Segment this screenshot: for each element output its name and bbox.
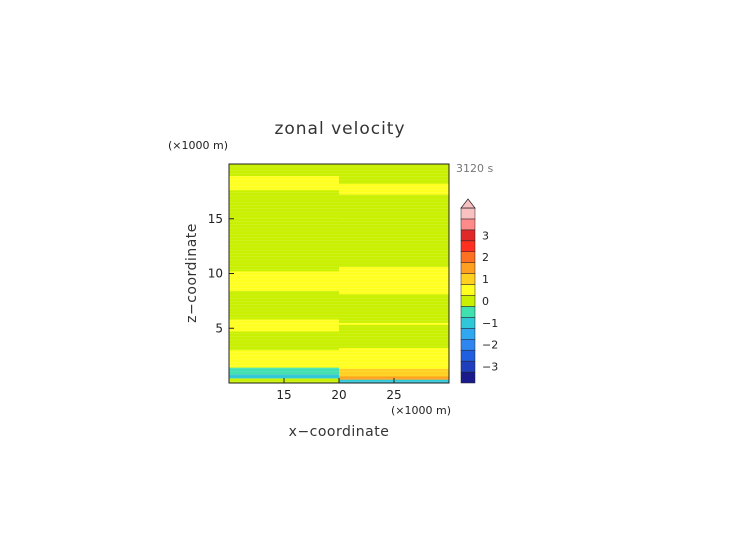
x-unit-label: (×1000 m) [391,404,451,417]
colorbar-swatch [460,371,476,384]
y-axis: 5 10 15 [208,212,234,335]
colorbar-swatch [460,251,476,263]
x-tick-label: 25 [386,388,401,402]
colorbar-tick-label: −3 [482,361,498,374]
colorbar-swatch [460,339,476,351]
x-tick-label: 20 [331,388,346,402]
field-region [229,291,339,320]
field-region [339,194,449,220]
field-region [229,331,339,351]
colorbar-swatch [460,360,476,373]
chart-title: zonal velocity [274,119,405,139]
colorbar-swatch [460,317,476,329]
field-region [339,164,449,184]
y-unit-label: (×1000 m) [168,139,228,152]
field-region [339,219,449,267]
colorbar-swatch [460,262,476,274]
colorbar-tick-label: −2 [482,339,498,352]
colorbar-swatch [460,284,476,296]
y-tick-label: 15 [208,212,223,226]
field-region [229,190,339,218]
field-region [229,217,339,272]
colorbar-tick-label: 0 [482,295,489,308]
colorbar-tick-label: 1 [482,273,489,286]
x-axis-label: x−coordinate [289,424,390,440]
colorbar-swatch [460,229,476,242]
colorbar-swatch [460,218,476,231]
y-tick-label: 10 [208,267,223,281]
field-layer [229,164,449,383]
y-axis-label: z−coordinate [184,223,200,323]
time-label: 3120 s [456,162,493,175]
colorbar: 3 2 1 0 −1 −2 −3 [460,198,498,384]
colorbar-swatch [460,295,476,307]
plot-area [228,163,450,384]
grid-layer [229,166,449,382]
colorbar-tick-label: 3 [482,229,489,242]
colorbar-extend-arrow [460,198,476,209]
colorbar-tick-label: −1 [482,317,498,330]
colorbar-swatch [460,328,476,340]
field-region [339,294,449,323]
colorbar-swatch [460,306,476,318]
y-tick-label: 5 [215,321,223,335]
field-region [339,324,449,348]
colorbar-swatch [460,207,476,220]
colorbar-swatch [460,240,476,252]
colorbar-swatch [460,273,476,285]
colorbar-tick-label: 2 [482,251,489,264]
x-tick-label: 15 [276,388,291,402]
field-region [229,367,339,375]
field-region [229,374,339,379]
x-axis: 15 20 25 [276,378,402,402]
field-region [339,368,449,377]
field-region [229,164,339,177]
colorbar-swatch [460,349,476,362]
